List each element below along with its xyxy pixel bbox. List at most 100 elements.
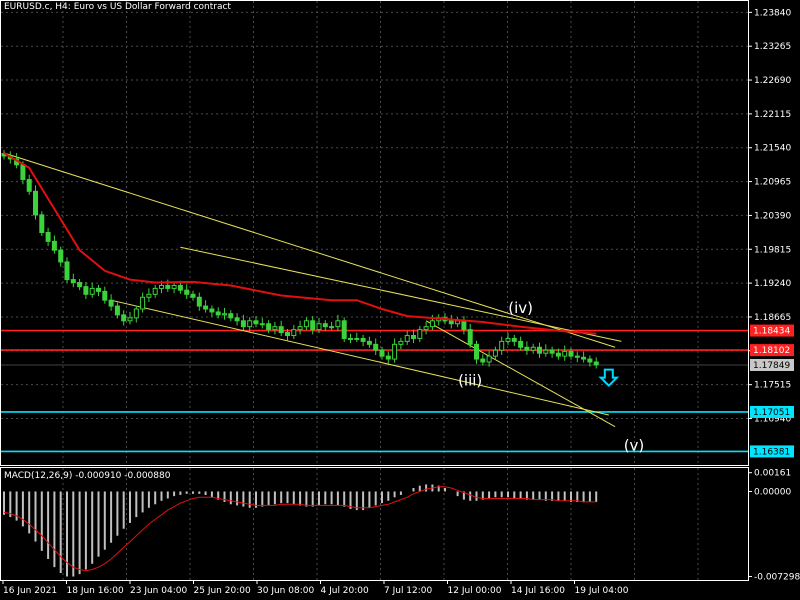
candle-body [121,314,127,322]
symbol-label: EURUSD.c, H4: [4,2,71,12]
x-axis-tick-label: 25 Jun 20:00 [194,586,251,596]
trendline [3,152,616,348]
price-tag-current [750,358,794,371]
price-tag-support [750,445,794,458]
candle-body [297,326,303,331]
candle-body [448,320,454,325]
y-axis-tick-label: 1.20965 [754,178,791,188]
candle-body [184,289,190,295]
y-axis-tick-label: 1.16940 [754,415,791,425]
price-tag-resistance [750,324,794,337]
candle-body [467,329,473,345]
price-tag-resistance [750,344,794,357]
candle-body [568,350,574,357]
candle-body [215,311,221,316]
main-pane-border [0,0,749,466]
candle-body [89,287,95,295]
candle-body [39,214,45,233]
x-axis-tick-label: 4 Jul 20:00 [321,586,370,596]
y-axis-tick-label: 1.18665 [754,313,791,323]
trendline [425,320,616,428]
candle-body [524,346,530,351]
candle-body [354,337,360,340]
chart-title: EURUSD.c, H4: Euro vs US Dollar Forward … [4,2,231,12]
candle-body [316,323,322,331]
y-axis-tick-label: 1.20390 [754,211,791,221]
candle-body [587,358,593,363]
price-tag-label: 1.18434 [753,327,790,337]
y-axis-tick-label: 1.17515 [754,381,791,391]
candle-body [133,308,139,319]
candle-body [58,249,64,263]
candle-body [77,282,83,288]
candle-body [360,337,366,342]
candle-body [26,179,32,192]
candle-body [171,284,177,289]
wave-label: (iv) [508,299,533,317]
candle-body [285,332,290,337]
candle-body [574,355,580,358]
candle-body [423,326,429,331]
candle-body [190,293,196,298]
candle-body [373,343,379,351]
macd-signal-line [3,486,597,572]
macd-axis-tick-label: -0.007298 [754,572,800,582]
x-axis-tick-label: 18 Jun 16:00 [67,586,124,596]
candle-body [480,358,486,363]
candle-body [505,337,511,342]
candle-body [379,349,385,357]
symbol-description: Euro vs US Dollar Forward contract [73,2,231,12]
candle-body [461,320,467,331]
candle-body [310,320,316,331]
candle-body [165,284,171,289]
y-axis-tick-label: 1.21540 [754,144,791,154]
candle-body [196,296,202,307]
candle-body [366,340,372,345]
candle-body [398,340,404,345]
candle-body [474,343,479,360]
candle-body [51,240,57,251]
macd-axis-tick-label: 0.00161 [754,469,791,479]
macd-indicator-label: MACD(12,26,9) -0.000910 -0.000880 [4,471,171,481]
candle-body [20,164,26,181]
candle-body [64,261,70,281]
candle-body [329,326,335,329]
candle-body [266,323,272,331]
y-axis-tick-label: 1.22115 [754,110,791,120]
candle-body [499,340,505,351]
candle-body [392,343,398,360]
candle-body [417,329,423,339]
candle-body [222,313,227,316]
moving-average-line [3,152,597,335]
candle-body [518,340,524,348]
candle-body [530,346,536,351]
candle-body [259,323,265,326]
candle-body [411,335,416,339]
x-axis-tick-label: 7 Jul 12:00 [384,586,433,596]
wave-label: (v) [624,436,645,454]
candle-body [108,299,114,307]
candle-body [272,326,278,331]
wave-label: (iii) [458,372,482,390]
price-tag-label: 1.16381 [753,447,790,457]
candle-body [159,284,164,289]
candle-body [278,326,284,334]
price-tag-label: 1.17849 [753,361,790,371]
candle-body [581,356,587,360]
x-axis-tick-label: 19 Jul 04:00 [575,586,629,596]
candle-body [555,352,561,357]
price-tag-label: 1.17051 [753,408,790,418]
candle-body [70,279,76,284]
x-axis-tick-label: 12 Jul 00:00 [448,586,502,596]
candle-body [562,350,568,357]
x-axis-tick-label: 16 Jun 2021 [3,586,57,596]
sell-arrow-icon [598,368,620,388]
indicator-pane-border [0,467,749,581]
candle-body [114,305,120,316]
candle-body [385,355,391,360]
y-axis-tick-label: 1.22690 [754,76,791,86]
trendline [180,246,622,342]
x-axis-tick-label: 23 Jun 04:00 [130,586,187,596]
candle-body [429,320,435,328]
